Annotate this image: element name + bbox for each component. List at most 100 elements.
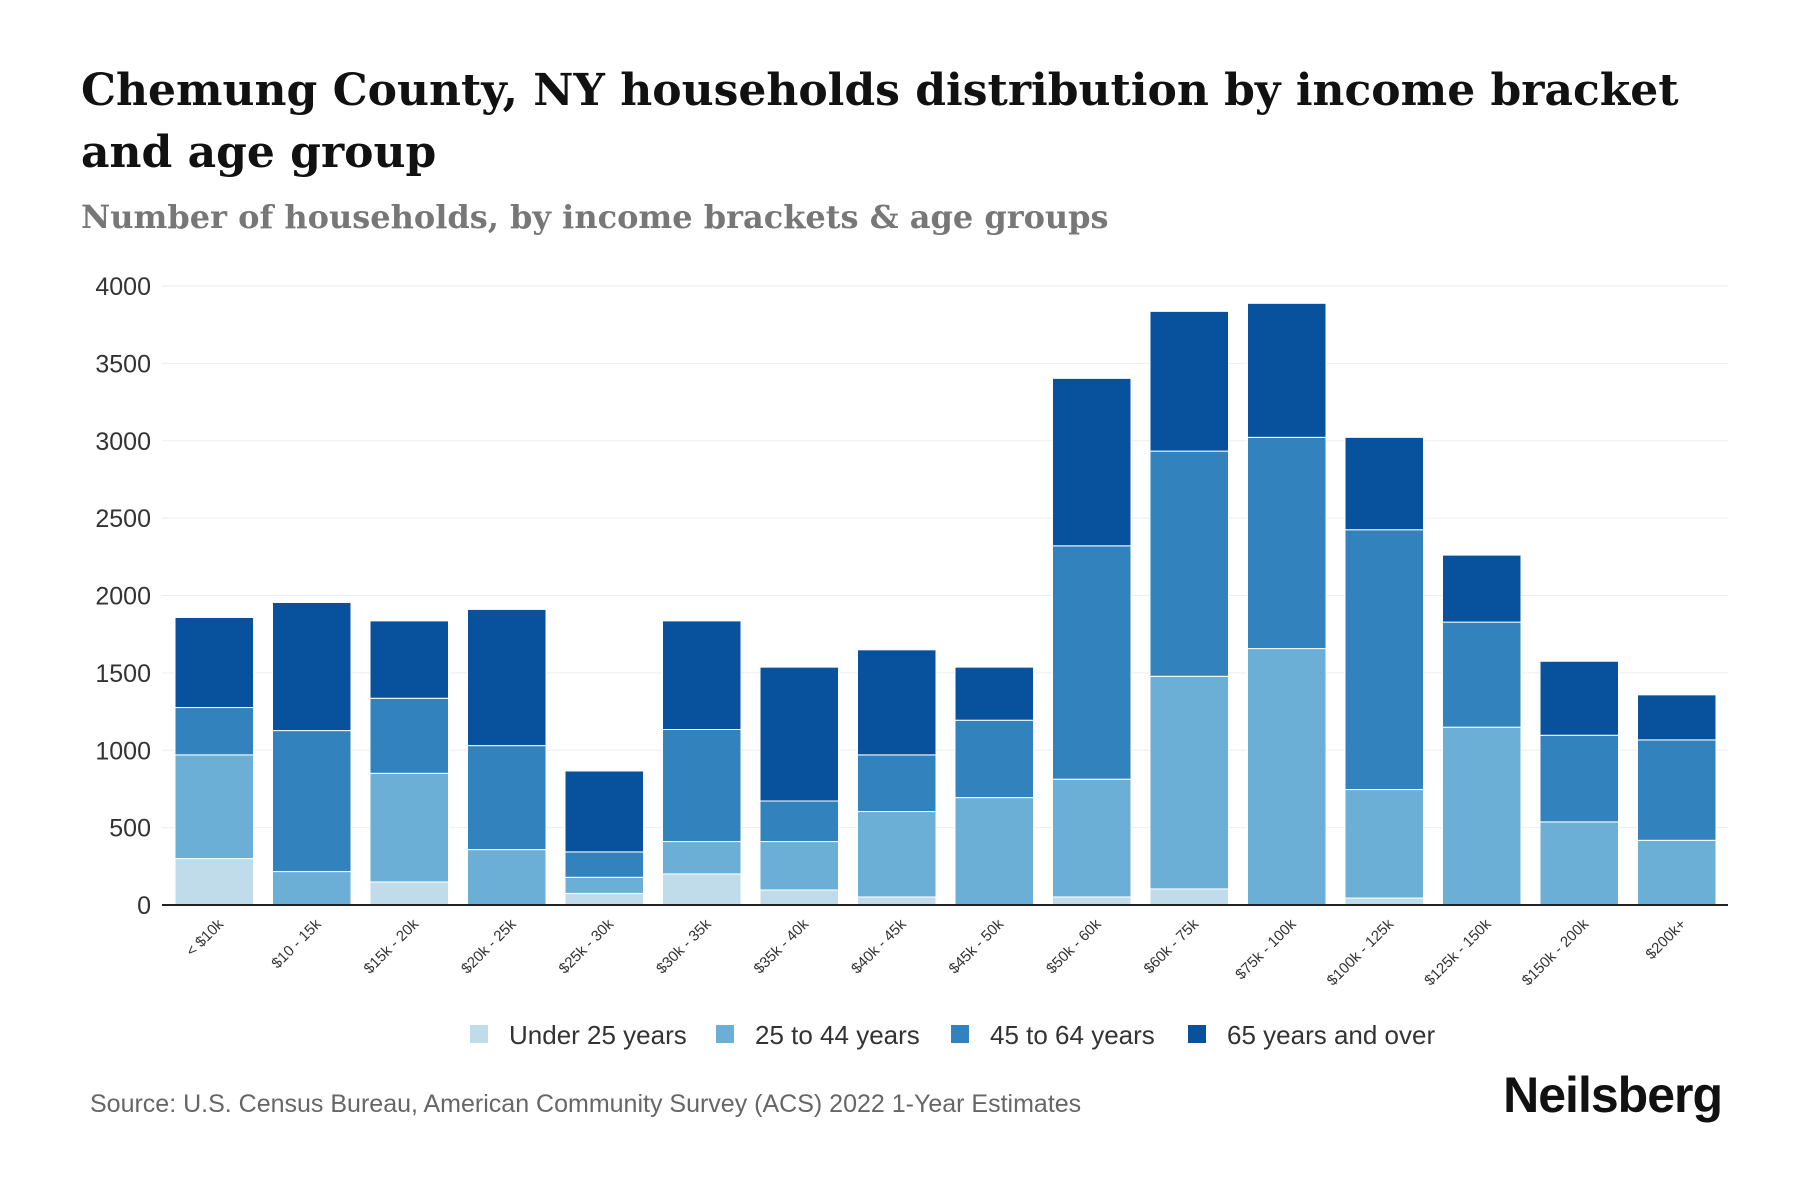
bar-segment [1247, 648, 1327, 906]
bar-segment [467, 608, 547, 747]
neilsberg-logo: Neilsberg [1503, 1067, 1723, 1123]
bar-segment [759, 800, 839, 843]
bar-segment [954, 719, 1034, 799]
x-tick-label: $15k - 20k [361, 915, 423, 977]
x-tick-label: $10 - 15k [268, 915, 325, 972]
bar-stack [1052, 377, 1132, 906]
bar-stack [662, 620, 742, 906]
bar-segment [662, 620, 742, 731]
bar-segment [1539, 734, 1619, 823]
legend-label: 25 to 44 years [755, 1020, 920, 1050]
bar-segment [954, 666, 1034, 721]
bar-stack [1442, 554, 1522, 906]
bar-stack [1539, 660, 1619, 906]
bar-segment [369, 620, 449, 699]
bar-segment [1344, 789, 1424, 899]
y-tick-label: 1000 [95, 737, 151, 765]
bar-segment [1442, 621, 1522, 728]
bar-segment [662, 729, 742, 843]
x-tick-label: $25k - 30k [556, 915, 618, 977]
bar-segment [174, 616, 254, 709]
y-tick-label: 3000 [95, 428, 151, 456]
bars [174, 302, 1717, 906]
chart-subtitle: Number of households, by income brackets… [81, 198, 1109, 236]
bar-segment [1344, 529, 1424, 791]
x-tick-label: $45k - 50k [946, 915, 1008, 977]
bar-segment [467, 745, 547, 851]
x-tick-label: $40k - 45k [848, 915, 910, 977]
x-tick-label: $150k - 200k [1519, 915, 1593, 989]
y-tick-label: 3500 [95, 350, 151, 378]
y-tick-label: 500 [109, 815, 151, 843]
bar-segment [369, 881, 449, 906]
bar-segment [272, 730, 352, 873]
bar-stack [369, 620, 449, 906]
bar-stack [564, 770, 644, 906]
bar-segment [1637, 739, 1717, 841]
x-tick-label: $100k - 125k [1324, 915, 1398, 989]
x-tick-label: $20k - 25k [458, 915, 520, 977]
y-tick-label: 2000 [95, 583, 151, 611]
y-tick-label: 4000 [95, 273, 151, 301]
bar-segment [954, 797, 1034, 906]
bar-segment [174, 858, 254, 906]
x-tick-label: $35k - 40k [751, 915, 813, 977]
legend-label: 45 to 64 years [990, 1020, 1155, 1050]
bar-segment [369, 697, 449, 774]
bar-segment [564, 770, 644, 853]
bar-segment [1149, 675, 1229, 890]
bar-stack [1344, 436, 1424, 906]
legend-swatch [716, 1025, 734, 1043]
bar-segment [1052, 778, 1132, 898]
bar-segment [564, 876, 644, 894]
legend-swatch [470, 1025, 488, 1043]
bar-segment [1149, 450, 1229, 677]
bar-stack [174, 616, 254, 906]
x-axis-ticks: < $10k $10 - 15k $15k - 20k $20k - 25k $25k … [183, 915, 1690, 989]
legend-label: 65 years and over [1227, 1020, 1435, 1050]
legend-swatch [1188, 1025, 1206, 1043]
bar-segment [1539, 821, 1619, 906]
bar-stack [857, 649, 937, 906]
bar-segment [1052, 545, 1132, 780]
legend-item: 65 years and over [1188, 1020, 1435, 1050]
bar-segment [759, 889, 839, 906]
bar-segment [662, 841, 742, 875]
bar-segment [759, 841, 839, 891]
legend-item: 45 to 64 years [951, 1020, 1155, 1050]
y-tick-label: 0 [137, 892, 151, 920]
bar-segment [369, 772, 449, 883]
y-tick-label: 2500 [95, 505, 151, 533]
bar-segment [1149, 888, 1229, 906]
legend: Under 25 years 25 to 44 years 45 to 64 yea… [470, 1020, 1435, 1050]
bar-segment [1052, 377, 1132, 547]
x-tick-label: < $10k [183, 915, 228, 960]
x-tick-label: $60k - 75k [1141, 915, 1203, 977]
x-tick-label: $200k+ [1642, 916, 1689, 963]
bar-stack [1637, 694, 1717, 906]
bar-segment [857, 649, 937, 756]
bar-segment [1442, 554, 1522, 623]
bar-segment [564, 851, 644, 878]
bar-stack [759, 666, 839, 906]
bar-segment [759, 666, 839, 802]
x-tick-label: $30k - 35k [653, 915, 715, 977]
bar-segment [564, 892, 644, 906]
source-note: Source: U.S. Census Bureau, American Com… [90, 1090, 1082, 1118]
x-tick-label: $50k - 60k [1043, 915, 1105, 977]
bar-segment [174, 707, 254, 756]
bar-stack [467, 608, 547, 906]
bar-segment [662, 873, 742, 906]
bar-segment [857, 811, 937, 898]
bar-segment [1637, 694, 1717, 741]
bar-segment [857, 754, 937, 813]
bar-segment [467, 849, 547, 906]
bar-segment [174, 754, 254, 860]
bar-stack [272, 601, 352, 906]
bar-segment [1052, 896, 1132, 906]
bar-segment [1344, 436, 1424, 531]
legend-swatch [951, 1025, 969, 1043]
bar-stack [1149, 310, 1229, 906]
bar-segment [857, 896, 937, 906]
